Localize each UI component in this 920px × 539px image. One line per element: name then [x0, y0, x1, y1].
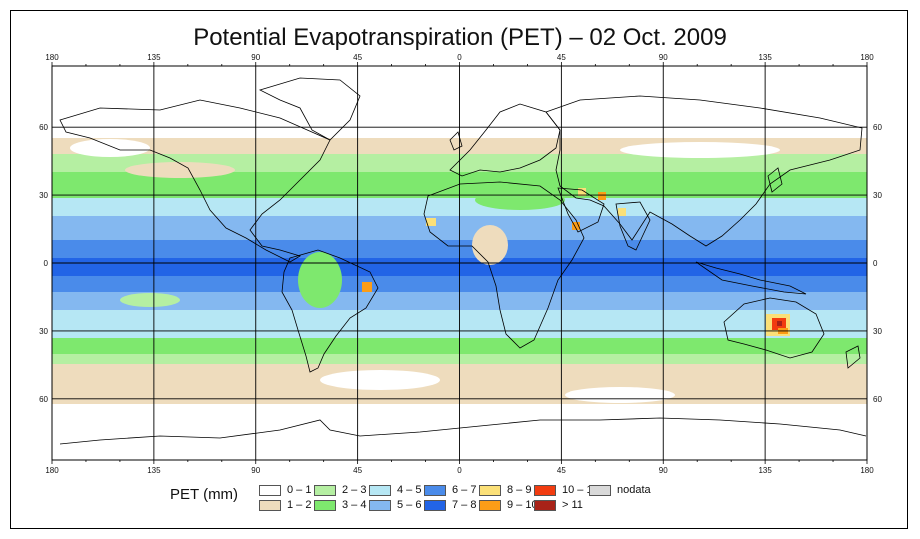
legend-title: PET (mm): [170, 486, 239, 503]
legend-class-label: 4 – 5: [397, 484, 422, 496]
lon-label-bottom: 90: [251, 466, 260, 475]
lon-label-bottom: 45: [557, 466, 566, 475]
lon-label-top: 135: [147, 53, 161, 62]
legend-class-label: > 11: [562, 499, 583, 511]
patch-sahara-green: [475, 190, 565, 210]
legend-swatch: [314, 500, 336, 511]
lat-label-right: 0: [873, 259, 878, 268]
legend-class-label: 10 – 11: [562, 484, 598, 496]
legend-class-label: 1 – 2: [287, 499, 312, 511]
hotspot-iran: [598, 192, 606, 200]
patch-siberia-white: [620, 142, 780, 158]
patch-npacific-tan: [125, 162, 235, 178]
legend-class-label: 5 – 6: [397, 499, 422, 511]
figure-frame: [10, 10, 908, 529]
lat-label-left: 30: [39, 327, 48, 336]
coast-india: [615, 201, 651, 251]
lat-label-left: 60: [39, 123, 48, 132]
lon-label-bottom: 180: [45, 466, 59, 475]
legend-class-label: 9 – 10: [507, 499, 538, 511]
legend-class-label: 3 – 4: [342, 499, 367, 511]
coast-japan: [767, 167, 783, 193]
coast-uk: [449, 131, 463, 151]
lon-label-bottom: 135: [147, 466, 161, 475]
coast-north-america: [59, 99, 331, 263]
legend-swatch: [259, 485, 281, 496]
tick-marks: [51, 62, 868, 464]
lon-label-bottom: 0: [457, 466, 462, 475]
legend-swatch: [259, 500, 281, 511]
coast-new-zealand: [845, 345, 861, 369]
legend-swatch: [369, 485, 391, 496]
map-title: Potential Evapotranspiration (PET) – 02 …: [193, 24, 727, 51]
lat-label-right: 30: [873, 327, 882, 336]
legend-swatch: [479, 485, 501, 496]
lon-label-top: 180: [860, 53, 874, 62]
legend-swatch: [369, 500, 391, 511]
graticule: [52, 66, 867, 460]
coast-indonesia: [695, 261, 807, 295]
patch-canada-white: [70, 139, 150, 157]
patch-africa-tan: [472, 225, 508, 265]
hotspot-mali: [426, 218, 436, 226]
patch-amazon-green: [298, 252, 342, 308]
lat-label-right: 60: [873, 395, 882, 404]
patch-satlantic-tan: [320, 370, 440, 390]
lon-label-top: 45: [557, 53, 566, 62]
hotspot-brazil: [362, 282, 372, 292]
legend-swatch: [424, 485, 446, 496]
legend-class-label: nodata: [617, 484, 651, 496]
hotspot-pakistan: [618, 208, 626, 216]
lon-label-top: 45: [353, 53, 362, 62]
lon-label-top: 0: [457, 53, 462, 62]
legend-swatch: [314, 485, 336, 496]
coast-south-america: [281, 249, 379, 373]
lat-label-left: 60: [39, 395, 48, 404]
coast-australia: [723, 297, 825, 359]
patch-sindian-white: [565, 387, 675, 403]
lon-label-top: 90: [251, 53, 260, 62]
lon-label-bottom: 90: [659, 466, 668, 475]
lon-label-bottom: 45: [353, 466, 362, 475]
lon-label-bottom: 135: [758, 466, 772, 475]
tick-labels: 180 180 135 135 90 90 45 45 0 0 45 45 90 90 135 135 180 1…: [39, 53, 882, 475]
legend-swatch: [424, 500, 446, 511]
coast-africa: [423, 181, 585, 349]
lon-label-bottom: 180: [860, 466, 874, 475]
legend-swatch: [534, 485, 556, 496]
legend-swatch: [534, 500, 556, 511]
legend-swatch: [589, 485, 611, 496]
patch-pacific-green: [120, 293, 180, 307]
lat-label-left: 30: [39, 191, 48, 200]
coast-arabia: [557, 187, 605, 233]
lon-label-top: 90: [659, 53, 668, 62]
legend-class-label: 2 – 3: [342, 484, 367, 496]
legend-class-label: 6 – 7: [452, 484, 477, 496]
coast-antarctica: [59, 417, 867, 445]
coast-asia: [545, 95, 863, 247]
legend-class-label: 0 – 1: [287, 484, 312, 496]
legend-swatch: [479, 500, 501, 511]
lon-label-top: 135: [758, 53, 772, 62]
lat-label-right: 30: [873, 191, 882, 200]
legend-class-label: 8 – 9: [507, 484, 532, 496]
hotspot-arabia: [578, 188, 586, 196]
hotspot-australia-core: [777, 321, 782, 326]
lon-label-top: 180: [45, 53, 59, 62]
coast-greenland: [258, 77, 361, 141]
coastlines: [59, 77, 867, 445]
hotspot-sudan: [572, 222, 580, 230]
legend-class-label: 7 – 8: [452, 499, 477, 511]
lat-label-left: 0: [44, 259, 49, 268]
legend: PET (mm) 0 – 1 1 – 2 2 – 3 3 – 4 4 – 5 5 – 6 6…: [170, 483, 730, 523]
lat-label-right: 60: [873, 123, 882, 132]
